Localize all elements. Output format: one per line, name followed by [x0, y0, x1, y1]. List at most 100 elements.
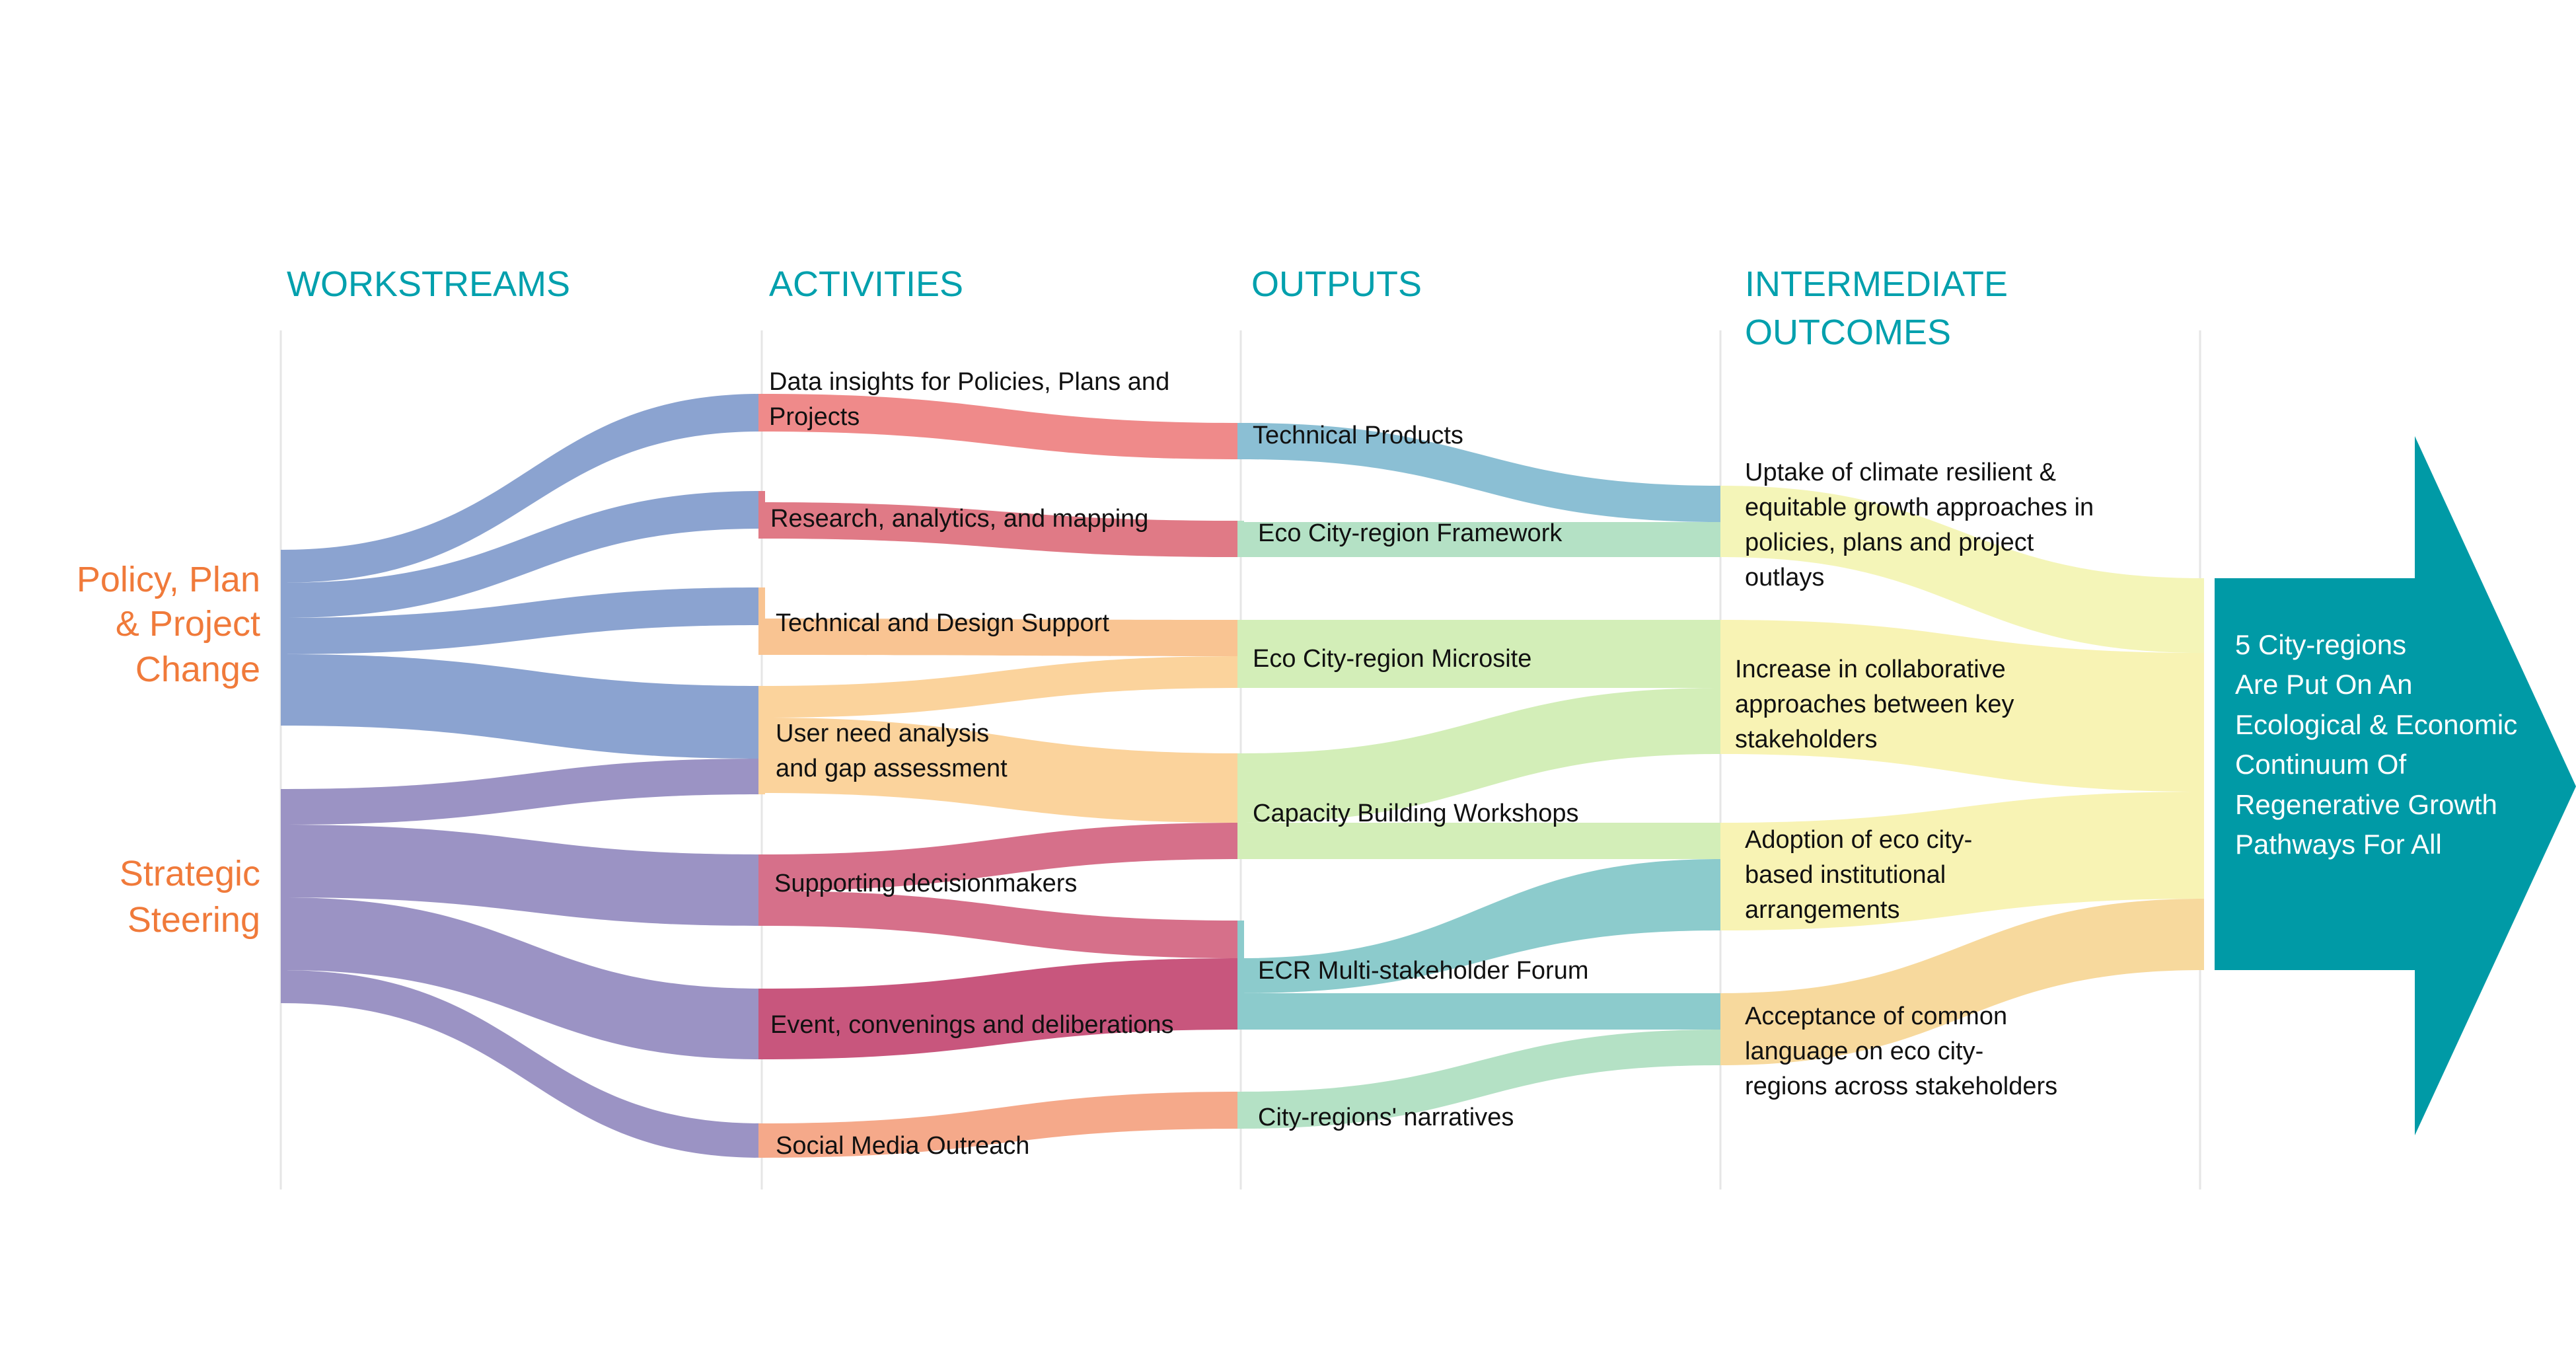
outcome-adoption-line3: arrangements	[1745, 896, 1899, 924]
activity-research: Research, analytics, and mapping	[770, 505, 1148, 533]
flow-collaborative-to-goal	[1720, 620, 2204, 792]
activity-data-insights-line2: Projects	[769, 403, 860, 431]
header-activities: ACTIVITIES	[769, 264, 963, 304]
output-microsite: Eco City-region Microsite	[1253, 645, 1531, 673]
outcome-adoption-line1: Adoption of eco city-	[1745, 826, 1972, 854]
outcome-language-line1: Acceptance of common	[1745, 1002, 2007, 1030]
activity-labels: Data insights for Policies, Plans and Pr…	[769, 368, 1174, 1160]
goal-line4: Continuum Of	[2235, 749, 2406, 780]
column-headers: WORKSTREAMS ACTIVITIES OUTPUTS INTERMEDI…	[287, 264, 2008, 352]
node-technical-design	[758, 587, 765, 655]
flow-user-need-to-microsite	[762, 656, 1241, 718]
output-workshops: Capacity Building Workshops	[1253, 800, 1579, 827]
workstream-policy-line1: Policy, Plan	[77, 560, 260, 599]
activity-social-media: Social Media Outreach	[776, 1132, 1029, 1160]
flow-forum-to-language	[1241, 993, 1720, 1030]
flow-technical-products-to-uptake	[1241, 423, 1720, 522]
output-framework: Eco City-region Framework	[1258, 519, 1563, 547]
outcome-uptake-line4: outlays	[1745, 564, 1824, 591]
node-strategic	[281, 789, 287, 1003]
flow-narratives-to-language	[1241, 1030, 1720, 1129]
flow-steering-to-social-media	[281, 970, 762, 1158]
workstream-labels: Policy, Plan & Project Change Strategic …	[77, 560, 260, 940]
outcome-uptake-line1: Uptake of climate resilient &	[1745, 459, 2056, 486]
activity-user-need-line1: User need analysis	[776, 720, 989, 747]
header-outputs: OUTPUTS	[1251, 264, 1422, 304]
outcome-adoption-line2: based institutional	[1745, 861, 1946, 889]
goal-line1: 5 City-regions	[2235, 629, 2406, 660]
flow-framework-to-uptake	[1241, 522, 1720, 557]
node-forum	[1237, 921, 1244, 1030]
node-framework	[1237, 521, 1244, 557]
header-workstreams: WORKSTREAMS	[287, 264, 570, 304]
output-forum: ECR Multi-stakeholder Forum	[1258, 957, 1588, 985]
flow-adoption-to-goal	[1720, 792, 2204, 930]
node-social-media	[758, 1123, 765, 1158]
flow-steering-to-user-need	[281, 759, 762, 825]
outcome-language-line3: regions across stakeholders	[1745, 1073, 2057, 1100]
flow-policy-to-research	[281, 491, 762, 618]
node-narratives	[1237, 1092, 1244, 1129]
activity-technical-design: Technical and Design Support	[776, 609, 1109, 637]
flow-policy-to-data-insights	[281, 394, 762, 583]
goal-text: 5 City-regions Are Put On An Ecological …	[2235, 629, 2517, 860]
flow-social-media-to-narratives	[762, 1092, 1241, 1158]
flow-workshops-to-collaborative	[1241, 688, 1720, 823]
flow-data-insights-to-technical-products	[762, 394, 1241, 459]
outcome-uptake-line3: policies, plans and project	[1745, 529, 2034, 556]
flow-workshops-to-adoption	[1241, 823, 1720, 859]
outcome-collaborative-line3: stakeholders	[1735, 726, 1877, 753]
activity-user-need-line2: and gap assessment	[776, 755, 1008, 782]
nodes	[281, 394, 1244, 1158]
flow-steering-to-events	[281, 897, 762, 1059]
workstream-policy-line2: & Project	[116, 604, 260, 644]
goal-line3: Ecological & Economic	[2235, 709, 2517, 740]
header-intermediate-line1: INTERMEDIATE	[1745, 264, 2008, 304]
workstream-strategic-line1: Strategic	[120, 854, 260, 893]
workstream-policy-line3: Change	[135, 650, 260, 689]
activity-data-insights-line1: Data insights for Policies, Plans and	[769, 368, 1169, 396]
node-policy	[281, 550, 287, 726]
flows-workstreams-to-activities	[281, 394, 762, 1158]
node-technical-products	[1237, 423, 1244, 459]
header-intermediate-line2: OUTCOMES	[1745, 313, 1951, 352]
activity-decisionmakers: Supporting decisionmakers	[774, 870, 1077, 897]
outcome-labels: Uptake of climate resilient & equitable …	[1735, 459, 2094, 1100]
node-data-insights	[758, 394, 765, 432]
output-technical-products: Technical Products	[1253, 422, 1463, 449]
outcome-collaborative-line2: approaches between key	[1735, 691, 2014, 718]
node-user-need	[758, 686, 765, 794]
flow-events-to-forum	[762, 958, 1241, 1059]
flow-research-to-framework	[762, 502, 1241, 557]
goal-line6: Pathways For All	[2235, 829, 2442, 860]
node-microsite	[1237, 620, 1244, 688]
goal-line2: Are Put On An	[2235, 669, 2413, 700]
node-events	[758, 989, 765, 1059]
goal-arrow	[2215, 436, 2576, 1135]
goal-line5: Regenerative Growth	[2235, 789, 2497, 820]
outcome-collaborative-line1: Increase in collaborative	[1735, 656, 2006, 683]
flow-language-to-goal	[1720, 899, 2204, 1065]
flow-user-need-to-workshops	[762, 718, 1241, 823]
node-workshops	[1237, 753, 1244, 859]
workstream-strategic-line2: Steering	[128, 900, 260, 940]
activity-events: Event, convenings and deliberations	[770, 1011, 1174, 1039]
flows-outputs-to-outcomes	[1241, 423, 1720, 1129]
node-research	[758, 491, 765, 539]
flow-steering-to-decisionmakers	[281, 825, 762, 926]
outcome-language-line2: language on eco city-	[1745, 1037, 1983, 1065]
flow-decisionmakers-to-forum	[762, 891, 1241, 958]
flow-policy-to-user-need	[281, 654, 762, 759]
flow-uptake-to-goal	[1720, 486, 2204, 653]
flow-forum-to-adoption	[1241, 859, 1720, 993]
output-labels: Technical Products Eco City-region Frame…	[1253, 422, 1588, 1131]
flow-decisionmakers-to-workshops	[762, 823, 1241, 891]
flows-outcomes-to-goal	[1720, 486, 2204, 1065]
flow-technical-design-to-microsite	[762, 619, 1241, 656]
outcome-uptake-line2: equitable growth approaches in	[1745, 494, 2094, 521]
output-narratives: City-regions' narratives	[1258, 1104, 1514, 1131]
flow-policy-to-technical-design	[281, 587, 762, 654]
flows-activities-to-outputs	[762, 394, 1241, 1158]
flow-microsite-to-collaborative	[1241, 620, 1720, 688]
